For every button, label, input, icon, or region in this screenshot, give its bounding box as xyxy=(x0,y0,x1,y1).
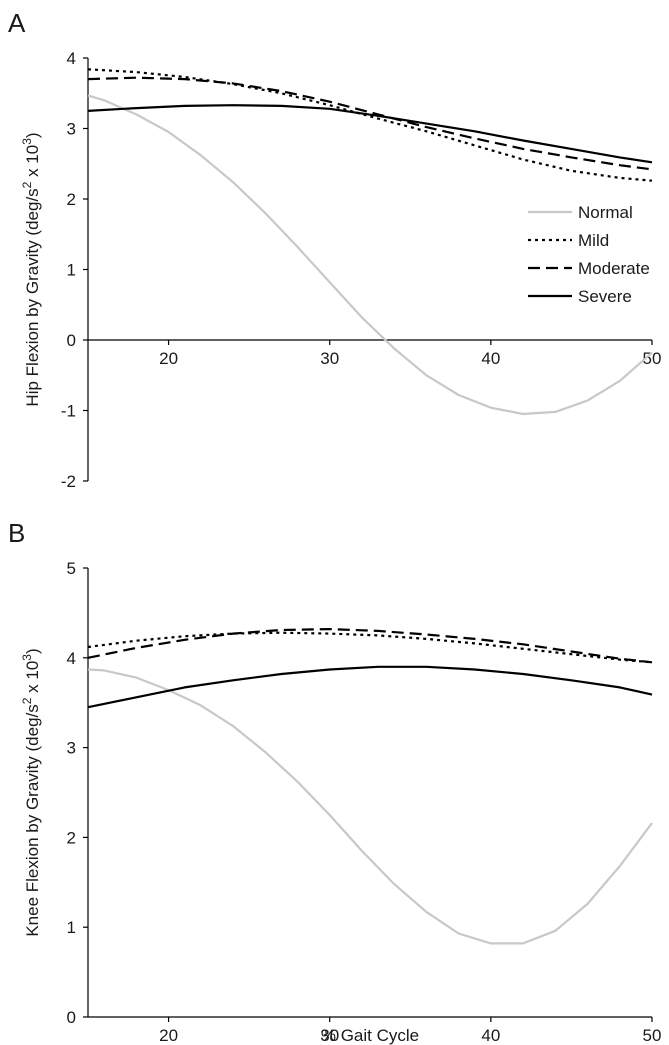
legend-label-mild: Mild xyxy=(578,231,609,250)
hip-series-moderate xyxy=(87,76,653,171)
knee-y-tick-label: 0 xyxy=(67,1008,76,1027)
hip-x-tick-label: 20 xyxy=(159,349,178,368)
knee-x-tick-label: 30 xyxy=(320,1026,339,1045)
knee-series-severe xyxy=(87,665,653,709)
hip-legend: Normal Mild Moderate Severe xyxy=(528,203,650,306)
knee-x-tick-label: 20 xyxy=(159,1026,178,1045)
legend-label-normal: Normal xyxy=(578,203,633,222)
knee-y-tick-label: 5 xyxy=(67,559,76,578)
hip-x-tick-label: 50 xyxy=(643,349,662,368)
hip-x-tick-label: 40 xyxy=(481,349,500,368)
hip-series-severe xyxy=(87,104,653,164)
knee-y-axis-title: Knee Flexion by Gravity (deg/s2 x 103) xyxy=(20,648,42,936)
panel-label-a: A xyxy=(8,8,26,38)
legend-label-severe: Severe xyxy=(578,287,632,306)
hip-y-tick-label: 2 xyxy=(67,190,76,209)
knee-series-normal xyxy=(87,668,653,945)
knee-y-tick-label: 2 xyxy=(67,828,76,847)
hip-series-normal xyxy=(87,94,653,416)
panel-label-b: B xyxy=(8,518,25,548)
legend-label-moderate: Moderate xyxy=(578,259,650,278)
hip-flexion-chart: A -2 -1 0 1 2 3 4 20 30 40 50 Hip Flexion by Gravity… xyxy=(8,8,661,491)
knee-x-tick-label: 40 xyxy=(481,1026,500,1045)
knee-x-axis-title: % Gait Cycle xyxy=(321,1026,419,1045)
knee-y-tick-label: 4 xyxy=(67,649,76,668)
knee-series-moderate xyxy=(87,628,653,664)
hip-y-tick-label: -2 xyxy=(61,472,76,491)
hip-x-tick-label: 30 xyxy=(320,349,339,368)
hip-y-axis-title: Hip Flexion by Gravity (deg/s2 x 103) xyxy=(20,132,42,406)
hip-y-tick-label: 0 xyxy=(67,331,76,350)
hip-y-tick-label: 4 xyxy=(67,49,76,68)
hip-y-tick-label: -1 xyxy=(61,402,76,421)
knee-y-tick-label: 3 xyxy=(67,739,76,758)
knee-series-mild xyxy=(87,631,653,664)
knee-flexion-chart: B 0 1 2 3 4 5 20 30 40 50 Knee Flexion by Gravity (… xyxy=(8,518,661,1045)
hip-y-tick-label: 3 xyxy=(67,120,76,139)
hip-y-tick-label: 1 xyxy=(67,261,76,280)
knee-y-tick-label: 1 xyxy=(67,918,76,937)
hip-series-mild xyxy=(87,68,653,182)
knee-x-tick-label: 50 xyxy=(643,1026,662,1045)
